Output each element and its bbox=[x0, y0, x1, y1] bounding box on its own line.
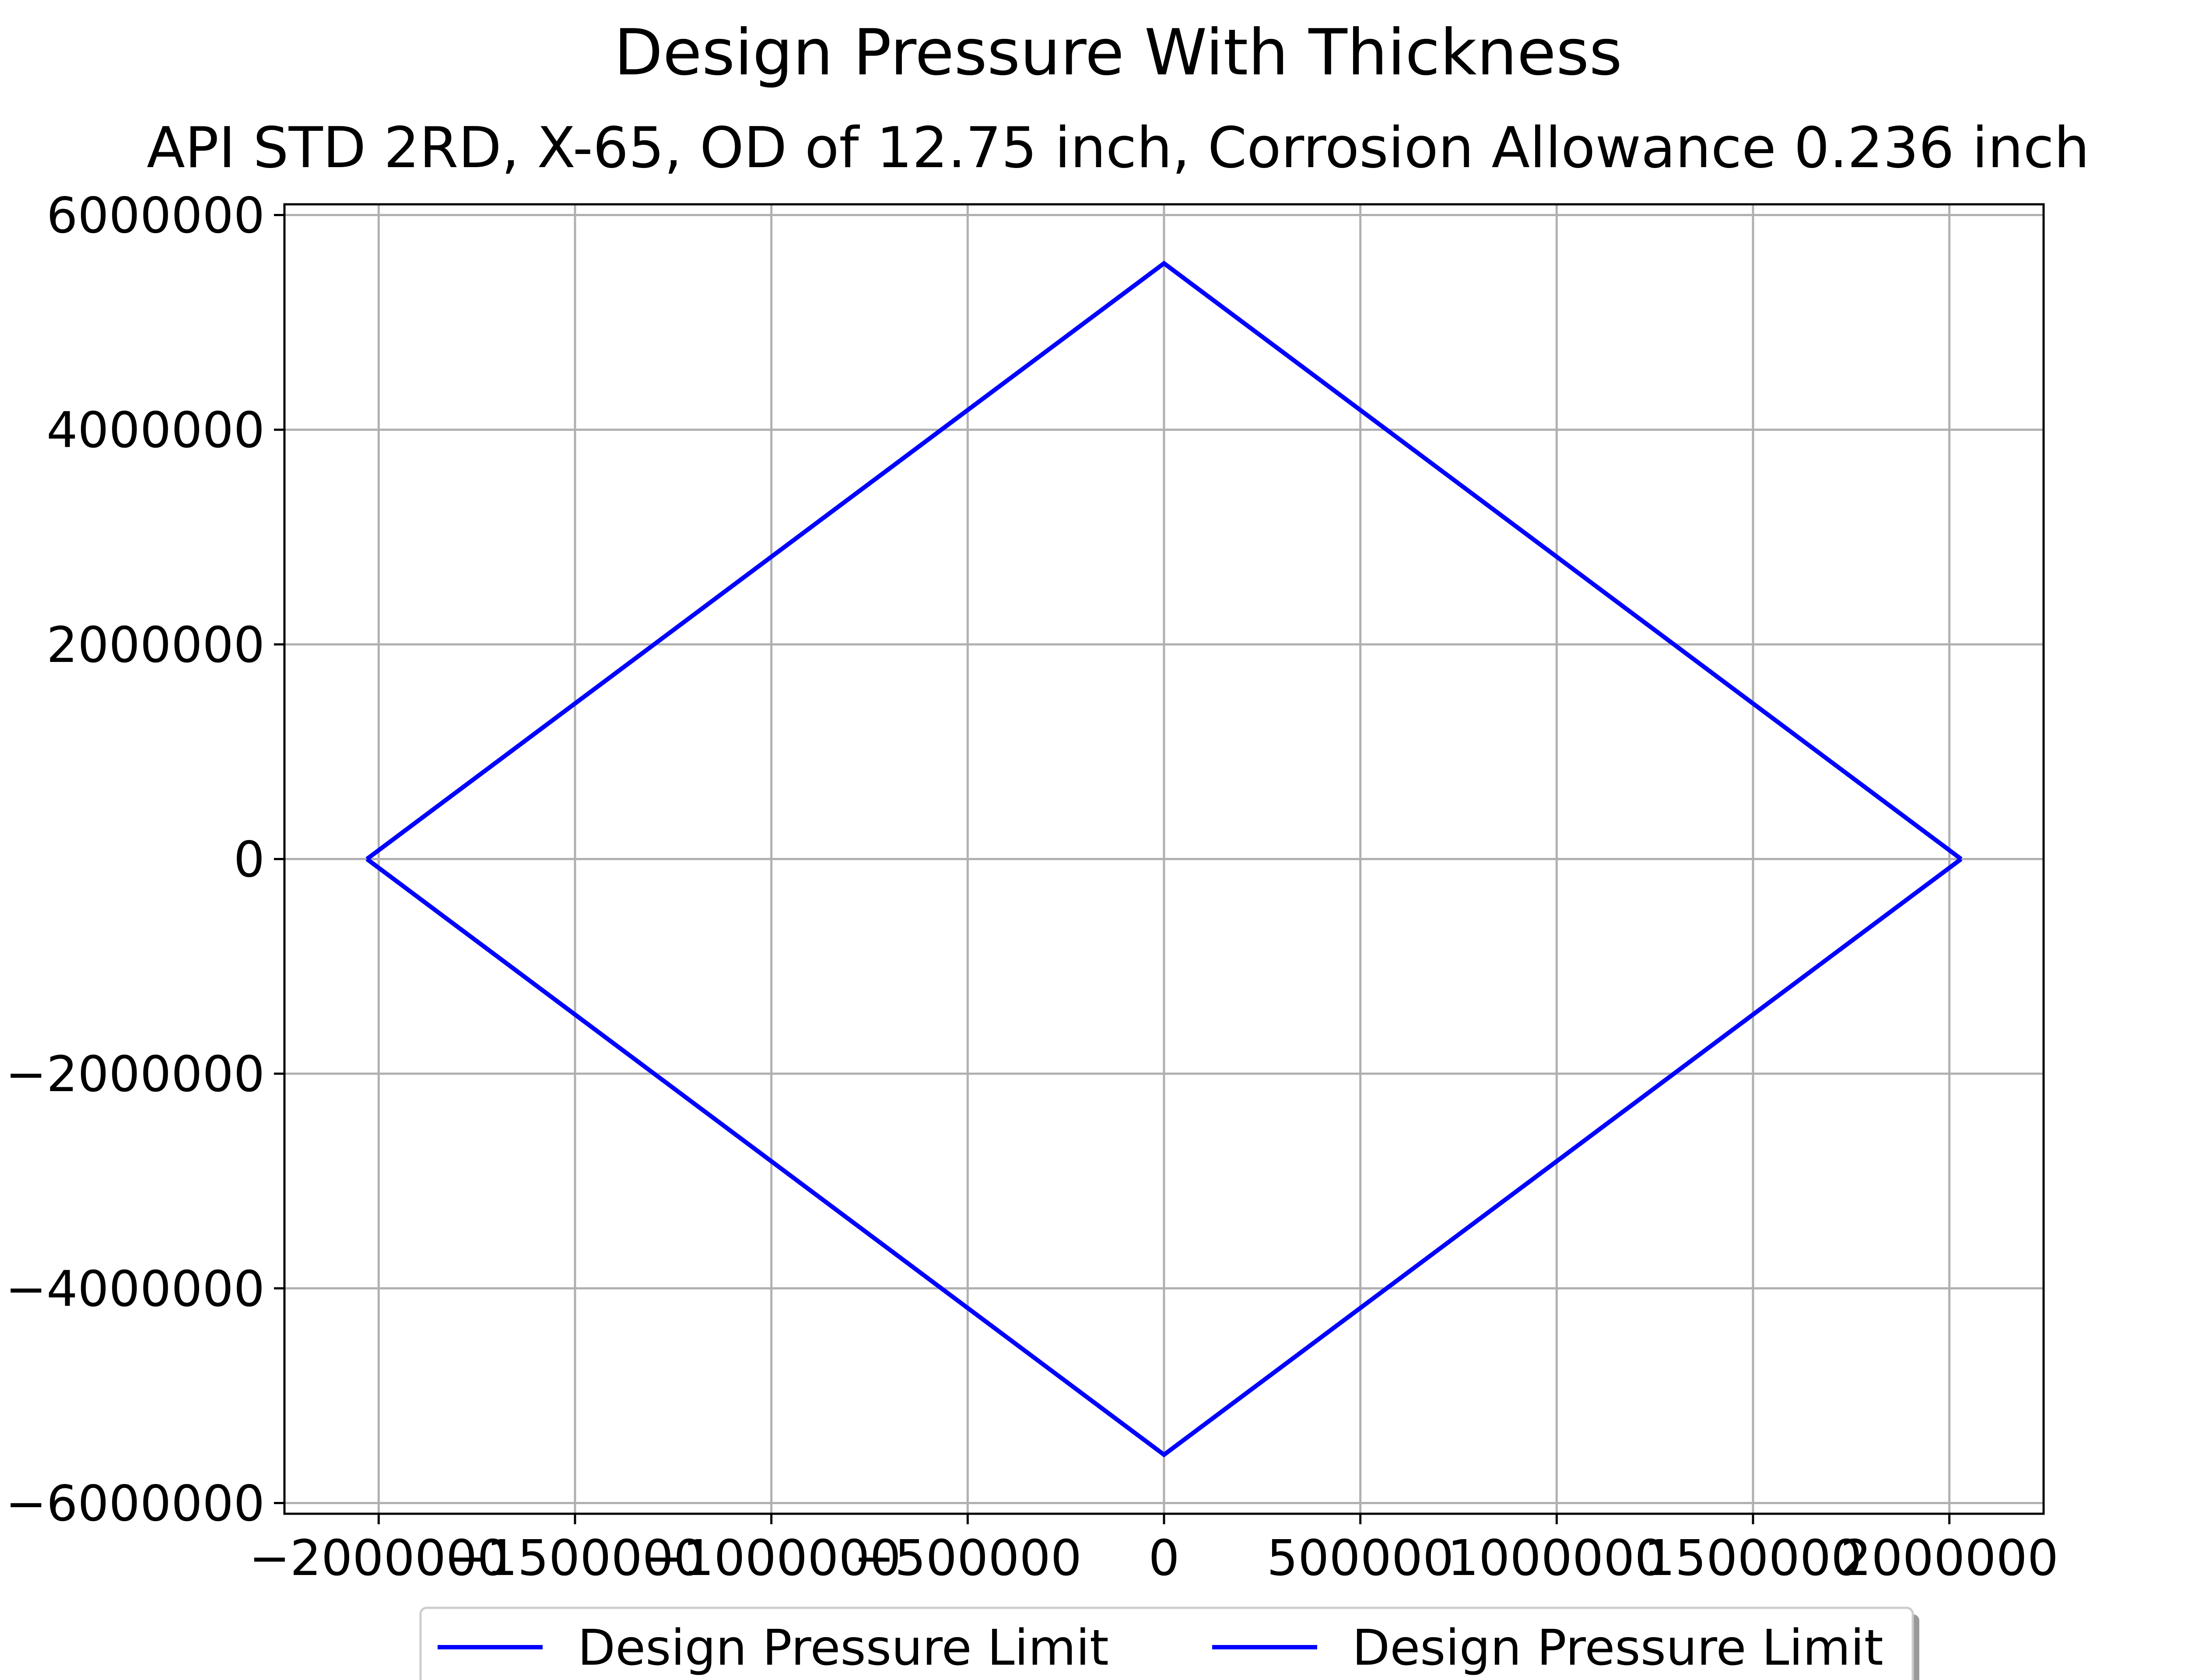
y-tick-label: 2000000 bbox=[46, 617, 265, 674]
x-tick-label: 1000000 bbox=[1448, 1530, 1666, 1587]
x-tick-label: 500000 bbox=[1267, 1530, 1454, 1587]
legend: Design Pressure Limit Design Pressure Li… bbox=[419, 1606, 1919, 1680]
y-axis: 6000000 4000000 2000000 0 −2000000 −4000000 −6… bbox=[5, 188, 284, 1532]
x-tick-label: −2000000 bbox=[249, 1530, 508, 1587]
y-tick-label: 4000000 bbox=[46, 402, 265, 459]
y-tick-label: 0 bbox=[234, 832, 265, 889]
y-tick-label: −2000000 bbox=[5, 1046, 265, 1103]
legend-label-1: Design Pressure Limit bbox=[578, 1620, 1109, 1676]
chart-subtitle: API STD 2RD, X-65, OD of 12.75 inch, Cor… bbox=[147, 116, 2090, 181]
series-line-2 bbox=[365, 857, 1963, 1458]
x-tick-label: 1500000 bbox=[1644, 1530, 1862, 1587]
series-layer bbox=[365, 260, 1963, 1458]
x-axis: −2000000−1500000−1000000−500000 0 50000010… bbox=[249, 1514, 2058, 1587]
grid bbox=[284, 204, 2044, 1514]
y-tick-label: −4000000 bbox=[5, 1261, 265, 1318]
x-tick-label: −1000000 bbox=[642, 1530, 901, 1587]
x-tick-label: 0 bbox=[1148, 1530, 1179, 1587]
series-line-1 bbox=[365, 260, 1963, 861]
legend-label-2: Design Pressure Limit bbox=[1352, 1620, 1883, 1676]
x-tick-label: −500000 bbox=[854, 1530, 1082, 1587]
legend-box bbox=[419, 1606, 1914, 1680]
y-tick-label: −6000000 bbox=[5, 1475, 265, 1532]
x-tick-label: 2000000 bbox=[1840, 1530, 2058, 1587]
y-tick-label: 6000000 bbox=[46, 188, 265, 245]
x-tick-label: −1500000 bbox=[445, 1530, 705, 1587]
chart-title: Design Pressure With Thickness bbox=[614, 16, 1622, 90]
